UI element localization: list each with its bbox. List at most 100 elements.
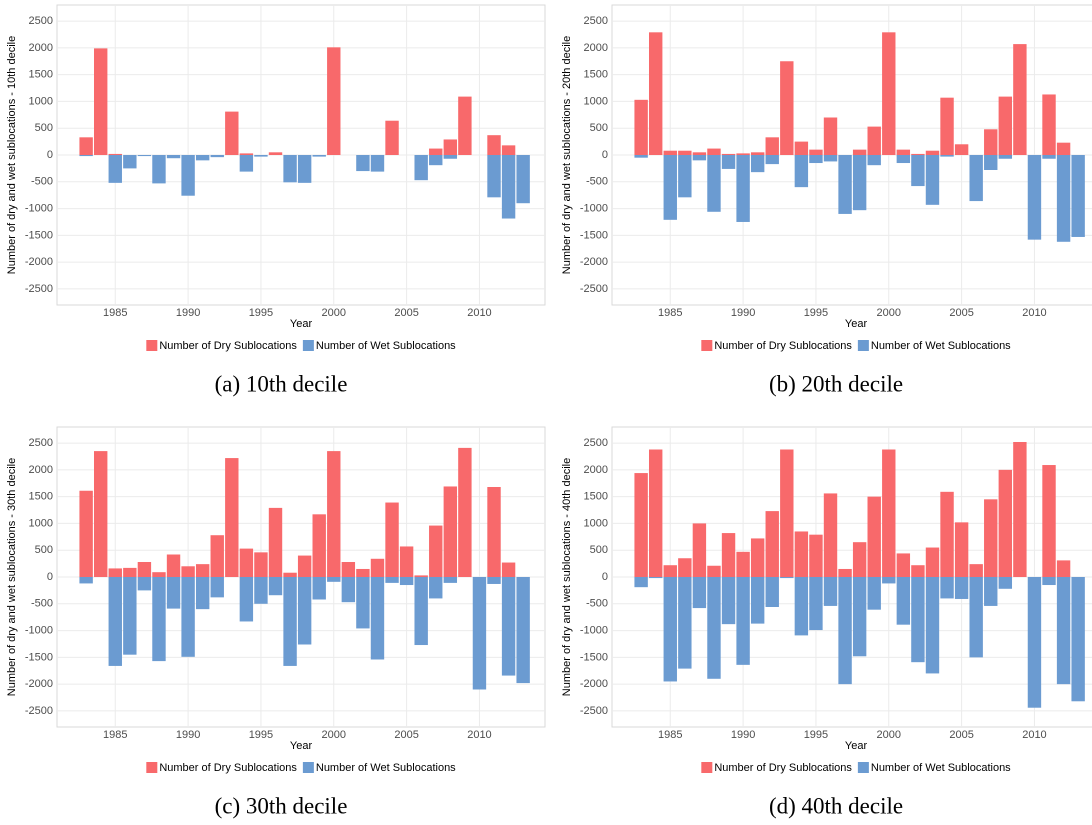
bar (940, 491, 954, 577)
y-tick-label: -500 (31, 598, 53, 610)
legend-label: Number of Wet Sublocations (871, 340, 1011, 352)
x-axis-title: Year (290, 318, 313, 330)
x-tick-label: 2000 (877, 729, 901, 741)
legend-swatch (146, 340, 158, 351)
x-tick-label: 1985 (658, 307, 682, 319)
x-axis-title: Year (845, 318, 868, 330)
y-axis-title: Number of dry and wet sublocations - 30t… (6, 458, 18, 696)
bar (765, 511, 779, 577)
y-tick-label: 2000 (584, 42, 608, 54)
bar (1071, 155, 1085, 237)
bar (181, 566, 195, 577)
bar (692, 155, 707, 161)
y-tick-label: 2500 (29, 437, 53, 449)
bar (721, 577, 736, 625)
x-tick-label: 1985 (658, 729, 682, 741)
bar (297, 577, 312, 645)
bar (750, 577, 765, 624)
y-tick-label: -2000 (580, 678, 608, 690)
y-tick-label: -1000 (580, 202, 608, 214)
bar (239, 548, 254, 577)
bar (137, 577, 152, 591)
y-tick-label: 1500 (584, 491, 608, 503)
bar (867, 155, 881, 166)
bar (896, 149, 911, 155)
y-tick-label: -1500 (580, 229, 608, 241)
bar (896, 577, 911, 625)
bar (954, 522, 969, 577)
bar (254, 155, 268, 157)
bar (867, 496, 881, 577)
bar (414, 575, 428, 577)
bar (195, 577, 210, 610)
bar (501, 145, 516, 155)
bar (838, 568, 852, 577)
bar (429, 148, 443, 155)
legend-swatch (302, 340, 314, 351)
bar (210, 577, 224, 598)
legend: Number of Dry Sublocations Number of Wet … (701, 340, 1011, 352)
bar (663, 155, 677, 220)
bar (79, 577, 93, 584)
bar (794, 155, 809, 188)
legend: Number of Dry Sublocations Number of Wet … (701, 762, 1011, 774)
bar (911, 155, 925, 187)
bar (692, 152, 707, 155)
bar (108, 153, 122, 155)
bar (765, 577, 779, 607)
bar (969, 577, 983, 658)
y-tick-label: -1500 (580, 651, 608, 663)
x-tick-label: 2010 (1022, 729, 1046, 741)
bar (852, 149, 867, 155)
bar (794, 141, 809, 155)
legend-label: Number of Dry Sublocations (159, 762, 297, 774)
legend: Number of Dry Sublocations Number of Wet … (146, 340, 456, 352)
y-tick-label: 500 (35, 544, 53, 556)
bar (984, 155, 998, 170)
bar (1042, 155, 1056, 159)
bar (166, 577, 181, 609)
bar (195, 155, 210, 161)
bar (297, 555, 312, 577)
bar (501, 155, 516, 219)
bar (911, 565, 925, 577)
bar (268, 152, 283, 155)
x-tick-label: 2000 (877, 307, 901, 319)
bar (94, 48, 108, 156)
bar (765, 155, 779, 165)
bar (911, 577, 925, 663)
bar (1027, 577, 1042, 708)
bar (707, 148, 721, 155)
bar (123, 567, 137, 577)
x-tick-label: 1995 (249, 307, 273, 319)
bar (721, 153, 736, 155)
y-tick-label: -2500 (25, 283, 53, 295)
bar (370, 577, 385, 660)
bar (998, 96, 1013, 155)
bar (1027, 155, 1042, 240)
bar (1056, 155, 1071, 242)
bar (678, 155, 692, 198)
bar (809, 149, 823, 155)
bar (152, 577, 166, 662)
bar (370, 155, 385, 172)
x-tick-label: 1990 (731, 729, 755, 741)
bar (925, 577, 940, 674)
y-tick-label: 500 (590, 544, 608, 556)
bar (254, 552, 268, 577)
bar (1056, 142, 1071, 155)
bar (414, 155, 428, 181)
bar (327, 577, 341, 582)
y-tick-label: 0 (47, 149, 53, 161)
y-tick-label: -1000 (25, 202, 53, 214)
x-tick-label: 2000 (322, 729, 346, 741)
bar (707, 577, 721, 679)
y-tick-label: 1500 (29, 69, 53, 81)
bar (925, 547, 940, 577)
bar (736, 577, 750, 665)
bar (1042, 94, 1056, 155)
bar (954, 577, 969, 599)
legend-label: Number of Dry Sublocations (159, 340, 297, 352)
bar (867, 577, 881, 610)
